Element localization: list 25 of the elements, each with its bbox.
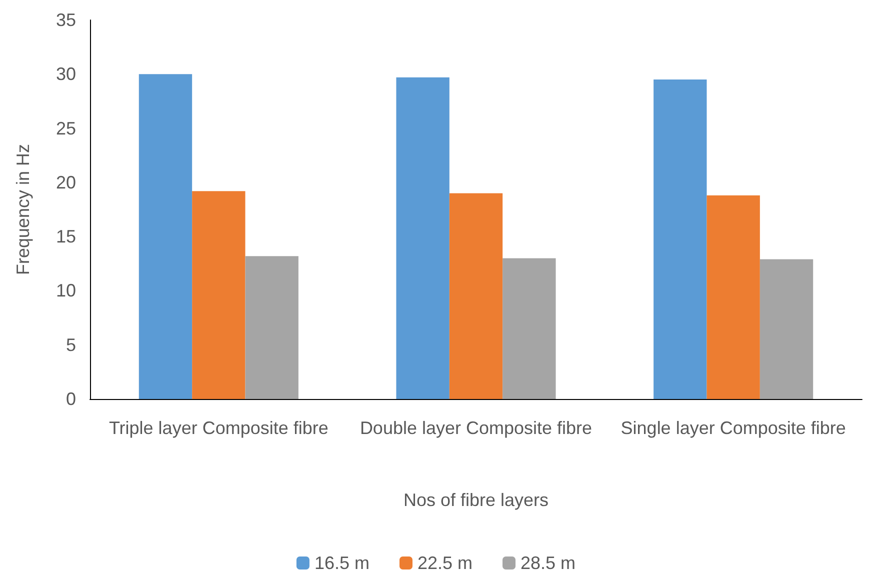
legend-label: 22.5 m xyxy=(417,553,473,573)
y-tick-label: 25 xyxy=(56,118,76,138)
bar xyxy=(192,191,246,399)
y-tick-label: 35 xyxy=(56,10,76,30)
y-tick-label: 0 xyxy=(66,389,76,409)
y-tick-label: 15 xyxy=(56,226,76,247)
x-tick-label: Triple layer Composite fibre xyxy=(108,418,328,438)
bar xyxy=(396,77,450,399)
x-axis-title: Nos of fibre layers xyxy=(403,490,549,510)
x-tick-label: Double layer Composite fibre xyxy=(360,418,592,438)
bar xyxy=(138,74,192,399)
legend-label: 16.5 m xyxy=(314,553,370,573)
bar xyxy=(760,259,814,399)
y-tick-label: 5 xyxy=(66,334,76,355)
bar xyxy=(706,195,760,399)
bar xyxy=(654,80,707,399)
bar xyxy=(502,258,556,399)
y-axis-title: Frequency in Hz xyxy=(13,144,33,276)
legend-label: 28.5 m xyxy=(520,553,576,573)
y-tick-label: 10 xyxy=(56,280,76,301)
bar xyxy=(245,256,298,399)
bar xyxy=(449,193,503,399)
y-tick-label: 20 xyxy=(56,172,76,192)
x-tick-label: Single layer Composite fibre xyxy=(620,418,846,438)
y-tick-label: 30 xyxy=(56,64,76,84)
